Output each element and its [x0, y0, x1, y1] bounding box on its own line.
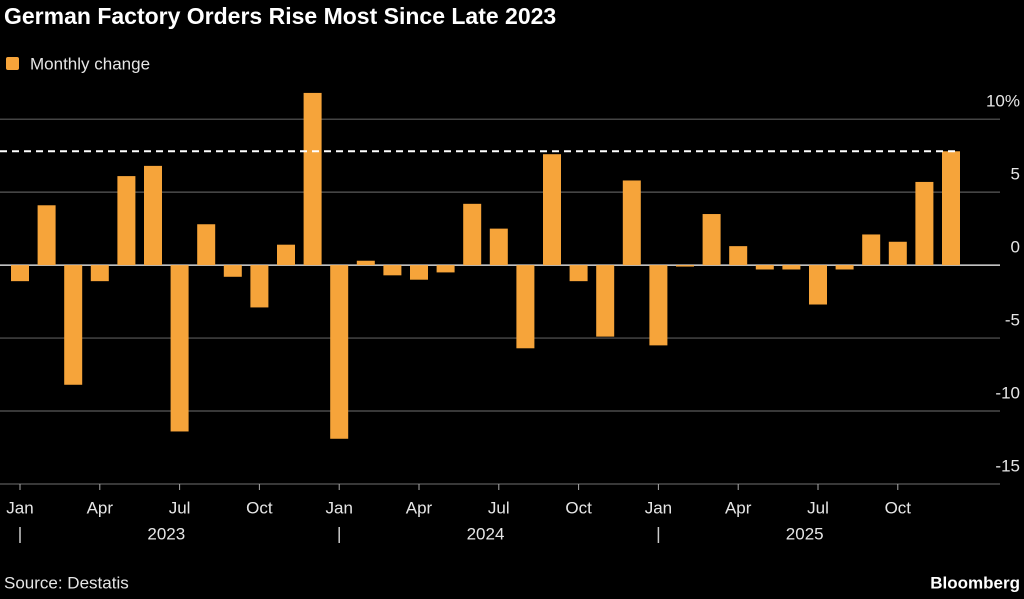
y-tick-label: -15 [995, 456, 1020, 475]
bar [37, 205, 56, 266]
x-tick-label: Apr [406, 498, 433, 517]
bar [676, 265, 694, 267]
x-group-label: 2023 [147, 524, 185, 543]
bar [809, 265, 827, 305]
y-tick-label: -5 [1005, 311, 1020, 330]
legend-label: Monthly change [30, 54, 150, 73]
x-tick-label: Oct [246, 498, 273, 517]
bar [277, 244, 295, 266]
chart-title: German Factory Orders Rise Most Since La… [4, 3, 556, 29]
x-tick-label: Oct [565, 498, 592, 517]
bar [702, 214, 721, 266]
x-group-label: 2024 [467, 524, 505, 543]
bar [888, 241, 907, 266]
bar [516, 265, 535, 349]
bar [569, 265, 588, 282]
bar [170, 265, 189, 432]
bar [596, 265, 615, 337]
bar [835, 265, 854, 270]
y-tick-label: -10 [995, 384, 1020, 403]
bar [755, 265, 774, 270]
bar [303, 92, 322, 266]
y-tick-label: 0 [1011, 238, 1020, 257]
x-tick-label: Jul [488, 498, 510, 517]
legend-swatch [6, 57, 19, 70]
bar [649, 265, 668, 346]
x-tick-label: Jul [169, 498, 191, 517]
x-group-label: 2025 [786, 524, 824, 543]
x-tick-label: Apr [87, 498, 114, 517]
bar [383, 265, 402, 276]
bar [782, 265, 801, 270]
bar [11, 265, 29, 282]
x-tick-label: Jan [6, 498, 33, 517]
bar [915, 181, 934, 266]
bar [729, 246, 748, 266]
bar [250, 265, 269, 308]
bar [197, 224, 216, 266]
x-tick-label: Oct [885, 498, 912, 517]
source: Source: Destatis [4, 573, 129, 592]
bar [436, 265, 455, 273]
bar [64, 265, 83, 385]
x-tick-label: Jan [325, 498, 352, 517]
bar [862, 234, 881, 266]
brand: Bloomberg [930, 573, 1020, 592]
bar [942, 151, 960, 266]
bar [410, 265, 428, 280]
bar [489, 228, 508, 266]
y-tick-label: 10% [986, 92, 1020, 111]
bar [223, 265, 242, 277]
x-tick-label: Jul [807, 498, 829, 517]
x-tick-label: Jan [645, 498, 672, 517]
bar [144, 165, 162, 266]
bar [90, 265, 109, 282]
bar [117, 176, 136, 266]
bar [543, 154, 561, 266]
x-tick-label: Apr [725, 498, 752, 517]
y-tick-label: 5 [1011, 165, 1020, 184]
bar [330, 265, 349, 439]
bar [356, 260, 375, 266]
bar [622, 180, 641, 266]
bar [463, 203, 482, 266]
